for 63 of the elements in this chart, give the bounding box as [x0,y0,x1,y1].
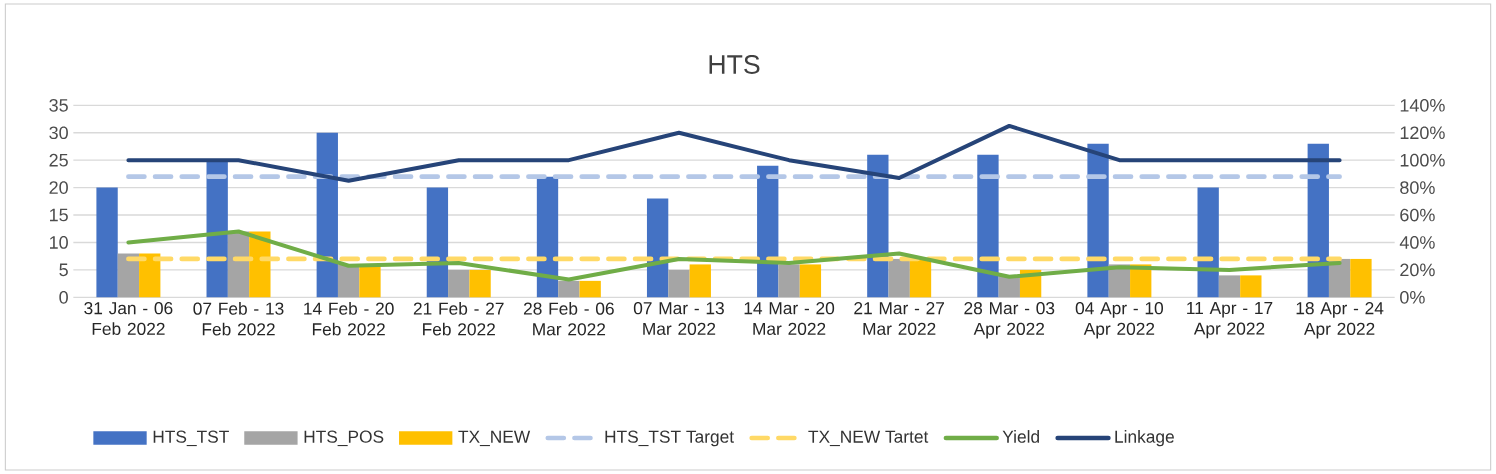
x-tick-label: 21 Feb - 27 Feb 2022 [413,302,504,336]
bar [799,264,822,298]
y2-tick-label: 140% [1400,98,1445,112]
bar [558,280,580,298]
x-tick-label: 21 Mar - 27 Mar 2022 [854,302,945,335]
bar [96,187,118,298]
x-tick-label: 07 Feb - 13 Feb 2022 [193,302,284,336]
x-tick-label: 04 Apr - 10 Apr 2022 [1075,302,1164,339]
y-tick-label: 25 [49,153,68,167]
bar [1240,275,1262,298]
legend-label: HTS_POS [304,430,384,447]
y-tick-label: 0 [59,290,68,304]
x-tick-label: 28 Mar - 03 Apr 2022 [964,302,1055,339]
bar [139,253,161,298]
x-tick-label: 28 Feb - 06 Mar 2022 [523,302,614,336]
legend-label: Yield [1002,430,1039,443]
bar [359,264,381,298]
bar [316,132,338,298]
y2-tick-label: 40% [1399,236,1435,249]
y2-tick-label: 80% [1400,181,1435,194]
bar [426,187,449,298]
y2-tick-label: 0% [1400,290,1425,304]
y2-tick-label: 120% [1400,126,1445,140]
y2-tick-label: 100% [1400,153,1445,167]
y-tick-label: 5 [59,263,68,277]
bar [778,264,800,298]
y-tick-label: 20 [49,181,68,194]
bar [249,231,271,298]
chart-title: HTS [709,55,760,74]
y-tick-label: 15 [50,208,68,222]
bar [867,154,889,298]
bar [757,165,779,298]
legend-label: TX_NEW Tartet [808,430,929,447]
legend-label: Linkage [1115,430,1174,447]
legend-label: HTS_TST Target [605,430,734,447]
line-series [126,229,1342,282]
legend-label: HTS_TST [153,430,229,447]
legend-label: TX_NEW [458,430,531,447]
bar [448,269,470,298]
bar [888,258,910,298]
bar [977,154,999,298]
bar [689,264,711,298]
bar [469,269,491,298]
bar [646,198,669,298]
y-tick-label: 35 [49,98,68,112]
bar [1197,187,1219,298]
bar [579,280,601,298]
bar [1350,258,1372,298]
x-tick-label: 18 Apr - 24 Apr 2022 [1296,302,1384,339]
x-tick-label: 07 Mar - 13 Mar 2022 [633,302,724,335]
y2-tick-label: 60% [1400,208,1435,222]
bar [668,269,690,298]
x-tick-label: 31 Jan - 06 Feb 2022 [84,302,173,335]
y-tick-label: 10 [50,236,68,249]
y-tick-label: 30 [49,126,68,140]
bar [536,176,559,298]
x-tick-label: 14 Feb - 20 Feb 2022 [304,302,394,336]
x-tick-label: 14 Mar - 20 Mar 2022 [744,302,835,335]
bar [909,258,932,298]
bar [117,253,140,298]
y2-tick-label: 20% [1400,263,1435,277]
x-tick-label: 11 Apr - 17 Apr 2022 [1187,302,1273,339]
bar [1218,275,1241,298]
